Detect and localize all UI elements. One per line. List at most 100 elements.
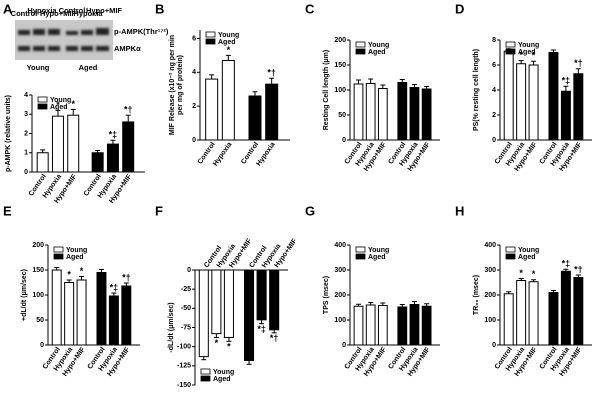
bar xyxy=(528,281,539,346)
y-tick-label: 0 xyxy=(187,267,191,274)
y-tick-label: 6 xyxy=(492,62,496,69)
group-label: Aged xyxy=(79,63,98,72)
y-tick-label: 2 xyxy=(192,103,196,110)
bar xyxy=(265,83,279,141)
y-tick-label: 200 xyxy=(484,292,496,299)
bar xyxy=(503,293,514,346)
blot-bands xyxy=(18,28,109,51)
legend-label: Aged xyxy=(368,49,386,56)
y-tick-label: 300 xyxy=(334,267,346,274)
y-tick-label: -50 xyxy=(181,305,191,312)
legend-swatch xyxy=(355,246,366,253)
y-tick-label: 0 xyxy=(24,169,28,176)
significance-mark: *‡ xyxy=(562,76,571,86)
y-axis-label: p-AMPK (relative units) xyxy=(5,95,12,172)
y-tick-label: 0 xyxy=(492,137,496,144)
legend-label: Aged xyxy=(518,49,536,56)
lane-label: Control xyxy=(11,9,38,18)
significance-mark: *† xyxy=(124,105,133,115)
bar xyxy=(67,114,80,173)
y-tick-label: 2 xyxy=(492,112,496,119)
significance-mark: * xyxy=(519,50,523,60)
y-tick-label: 100 xyxy=(334,317,346,324)
legend-swatch xyxy=(200,375,211,382)
y-tick-label: 0 xyxy=(342,137,346,144)
significance-mark: * xyxy=(71,99,75,109)
lane-label: Hypoxia xyxy=(73,9,103,18)
y-tick-label: 0 xyxy=(492,342,496,349)
bar xyxy=(528,64,539,141)
panel-letter: B xyxy=(155,1,164,16)
panel-letter: F xyxy=(155,203,163,218)
bar xyxy=(421,88,432,141)
y-tick-label: -25 xyxy=(181,286,191,293)
lane-label: Hypoxia xyxy=(27,6,57,15)
bar xyxy=(503,50,514,141)
bar xyxy=(573,73,584,141)
legend-swatch xyxy=(355,253,366,260)
bar xyxy=(560,270,571,346)
bar xyxy=(397,82,408,141)
legend-swatch xyxy=(53,253,64,260)
significance-mark: * xyxy=(519,268,523,278)
significance-mark: * xyxy=(227,342,231,352)
bar xyxy=(91,152,104,173)
y-tick-label: 50 xyxy=(36,317,44,324)
lane-label: Hypo+MIF xyxy=(40,9,76,18)
panel-letter: G xyxy=(305,203,315,218)
bar xyxy=(353,305,364,346)
lane-label: Hypo+MIF xyxy=(86,6,122,15)
y-tick-label: -75 xyxy=(181,324,191,331)
y-tick-label: 150 xyxy=(334,62,346,69)
significance-mark: * xyxy=(67,269,71,279)
bar xyxy=(211,269,222,335)
panel-letter: H xyxy=(455,203,464,218)
legend-swatch xyxy=(355,41,366,48)
bar xyxy=(106,143,119,173)
y-tick-label: 100 xyxy=(484,317,496,324)
y-tick-label: 100 xyxy=(32,292,44,299)
significance-mark: * xyxy=(215,338,219,348)
bar xyxy=(421,305,432,346)
y-tick-label: 200 xyxy=(32,242,44,249)
bar xyxy=(121,285,132,346)
bar xyxy=(256,269,267,321)
legend-label: Aged xyxy=(218,39,236,46)
significance-mark: * xyxy=(80,266,84,276)
bar xyxy=(353,83,364,141)
bar xyxy=(244,269,255,361)
bar xyxy=(36,152,49,173)
legend-label: Young xyxy=(518,247,539,254)
y-tick-label: 100 xyxy=(334,87,346,94)
bar xyxy=(516,63,527,141)
y-axis-label: per mg of protein) xyxy=(177,55,184,115)
legend-label: Aged xyxy=(66,254,84,261)
legend-label: Young xyxy=(368,247,389,254)
bar xyxy=(51,115,64,173)
band-label: p-AMPK(Thr¹⁷²) xyxy=(114,27,169,36)
bar xyxy=(377,305,388,346)
bar xyxy=(560,90,571,141)
band-label: AMPKα xyxy=(114,44,141,53)
legend-label: Aged xyxy=(50,104,68,111)
legend-swatch xyxy=(505,41,516,48)
bar xyxy=(198,269,209,358)
legend-swatch xyxy=(355,48,366,55)
y-tick-label: -100 xyxy=(177,344,191,351)
bar xyxy=(248,95,262,141)
lane-label: Control xyxy=(59,6,86,15)
legend-swatch xyxy=(505,246,516,253)
legend-label: Young xyxy=(213,369,234,376)
y-tick-label: 8 xyxy=(492,37,496,44)
y-axis-label: TPS (msec) xyxy=(323,276,330,314)
legend-label: Aged xyxy=(368,254,386,261)
y-tick-label: 4 xyxy=(24,92,28,99)
bar xyxy=(108,295,119,346)
significance-mark: *† xyxy=(122,272,131,282)
significance-mark: * xyxy=(227,45,231,55)
y-tick-label: 200 xyxy=(334,292,346,299)
legend-label: Young xyxy=(518,42,539,49)
y-tick-label: 0 xyxy=(192,137,196,144)
legend-swatch xyxy=(205,38,216,45)
